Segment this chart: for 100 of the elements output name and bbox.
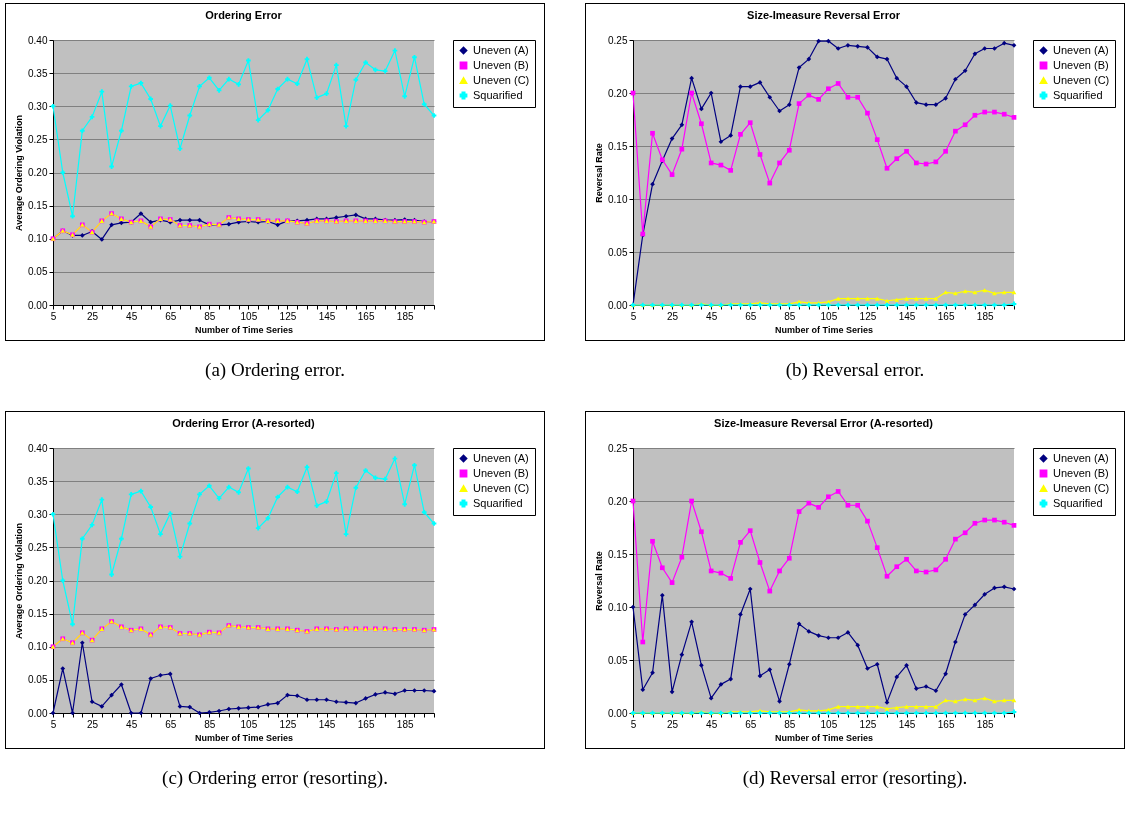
- y-tick-label: 0.10: [608, 193, 628, 205]
- x-tick-label: 5: [50, 310, 57, 322]
- y-tick-label: 0.35: [28, 475, 48, 487]
- x-tick-label: 185: [976, 718, 994, 730]
- y-tick-label: 0.20: [28, 167, 48, 178]
- x-tick-label: 45: [706, 718, 718, 730]
- chart-title: Size-Imeasure Reversal Error: [747, 9, 901, 21]
- y-tick-label: 0.00: [28, 707, 48, 719]
- chart-title: Ordering Error: [205, 9, 283, 21]
- text: (b) Reversal error.: [784, 359, 926, 382]
- x-tick-label: 85: [204, 718, 216, 730]
- x-tick-label: 145: [318, 718, 336, 730]
- y-tick-label: 0.15: [28, 200, 48, 212]
- x-tick-label: 125: [279, 718, 297, 730]
- y-axis-title: Average Ordering Violation: [14, 522, 25, 640]
- x-tick-label: 105: [240, 718, 258, 730]
- legend-label: Uneven (A): [1053, 451, 1109, 464]
- x-tick-label: 85: [784, 310, 796, 322]
- x-tick-label: 65: [165, 718, 177, 730]
- x-tick-label: 165: [357, 310, 375, 322]
- y-tick-label: 0.20: [608, 87, 628, 99]
- y-tick-label: 0.10: [28, 233, 48, 245]
- x-tick-label: 65: [745, 718, 757, 730]
- legend-label: Squarified: [1053, 496, 1103, 509]
- y-tick-label: 0.30: [28, 100, 48, 112]
- legend-label: Uneven (B): [473, 58, 529, 71]
- y-tick-label: 0.35: [28, 67, 48, 79]
- x-axis-title: Number of Time Series: [195, 324, 293, 335]
- x-tick-label: 185: [976, 310, 994, 322]
- x-axis-title: Number of Time Series: [775, 324, 873, 335]
- x-tick-label: 185: [396, 718, 414, 730]
- y-axis-title: Reversal Rate: [594, 143, 605, 203]
- y-tick-label: 0.25: [28, 541, 48, 553]
- legend-label: Squarified: [473, 88, 523, 101]
- y-axis-title: Reversal Rate: [594, 551, 605, 611]
- y-axis-title: Average Ordering Violation: [14, 114, 25, 232]
- text: (c) Ordering error (resorting).: [161, 767, 389, 790]
- legend-label: Uneven (C): [1053, 73, 1110, 86]
- legend-label: Uneven (C): [473, 481, 530, 494]
- y-tick-label: 0.00: [608, 707, 628, 719]
- legend-label: Squarified: [1053, 88, 1103, 101]
- x-tick-label: 5: [50, 718, 57, 730]
- y-tick-label: 0.10: [28, 641, 48, 653]
- text: (d) Reversal error (resorting).: [741, 767, 969, 790]
- y-tick-label: 0.40: [28, 442, 48, 454]
- legend-label: Uneven (C): [1053, 481, 1110, 494]
- y-tick-label: 0.25: [608, 34, 628, 46]
- x-tick-label: 5: [630, 718, 637, 730]
- x-tick-label: 45: [126, 310, 138, 322]
- x-tick-label: 65: [745, 310, 757, 322]
- legend-label: Uneven (C): [473, 73, 530, 86]
- x-tick-label: 165: [937, 310, 955, 322]
- x-tick-label: 145: [898, 310, 916, 322]
- x-tick-label: 25: [87, 718, 99, 730]
- y-tick-label: 0.40: [28, 34, 48, 46]
- x-tick-label: 185: [396, 310, 414, 322]
- x-tick-label: 105: [820, 310, 838, 322]
- chart-title: Ordering Error (A-resorted): [172, 417, 316, 429]
- x-tick-label: 125: [279, 310, 297, 322]
- x-tick-label: 25: [87, 310, 99, 322]
- y-tick-label: 0.30: [28, 508, 48, 520]
- y-tick-label: 0.25: [608, 442, 628, 454]
- x-tick-label: 105: [820, 718, 838, 730]
- legend-label: Uneven (A): [473, 43, 529, 56]
- x-tick-label: 5: [630, 310, 637, 322]
- y-tick-label: 0.20: [608, 495, 628, 507]
- y-tick-label: 0.15: [28, 608, 48, 620]
- y-tick-label: 0.05: [608, 654, 628, 666]
- legend-label: Uneven (A): [473, 451, 529, 464]
- y-tick-label: 0.15: [608, 548, 628, 560]
- y-tick-label: 0.25: [28, 133, 48, 145]
- chart-title: Size-Imeasure Reversal Error (A-resorted): [714, 417, 934, 429]
- y-tick-label: 0.10: [608, 601, 628, 613]
- text: (a) Ordering error.: [204, 359, 346, 382]
- y-tick-label: 0.15: [608, 140, 628, 152]
- y-tick-label: 0.05: [28, 266, 48, 278]
- y-tick-label: 0.00: [608, 299, 628, 311]
- y-tick-label: 0.05: [28, 674, 48, 686]
- x-tick-label: 165: [937, 718, 955, 730]
- x-tick-label: 45: [126, 718, 138, 730]
- x-tick-label: 145: [898, 718, 916, 730]
- legend-label: Uneven (B): [1053, 466, 1109, 479]
- x-tick-label: 45: [706, 310, 718, 322]
- legend-label: Uneven (A): [1053, 43, 1109, 56]
- x-tick-label: 65: [165, 310, 177, 322]
- y-tick-label: 0.20: [28, 575, 48, 586]
- legend-label: Uneven (B): [1053, 58, 1109, 71]
- legend-label: Uneven (B): [473, 466, 529, 479]
- x-tick-label: 145: [318, 310, 336, 322]
- x-tick-label: 85: [204, 310, 216, 322]
- x-axis-title: Number of Time Series: [775, 732, 873, 743]
- y-tick-label: 0.00: [28, 299, 48, 311]
- x-tick-label: 165: [357, 718, 375, 730]
- x-tick-label: 85: [784, 718, 796, 730]
- x-axis-title: Number of Time Series: [195, 732, 293, 743]
- x-tick-label: 25: [667, 718, 679, 730]
- x-tick-label: 125: [859, 310, 877, 322]
- y-tick-label: 0.05: [608, 246, 628, 258]
- x-tick-label: 125: [859, 718, 877, 730]
- x-tick-label: 25: [667, 310, 679, 322]
